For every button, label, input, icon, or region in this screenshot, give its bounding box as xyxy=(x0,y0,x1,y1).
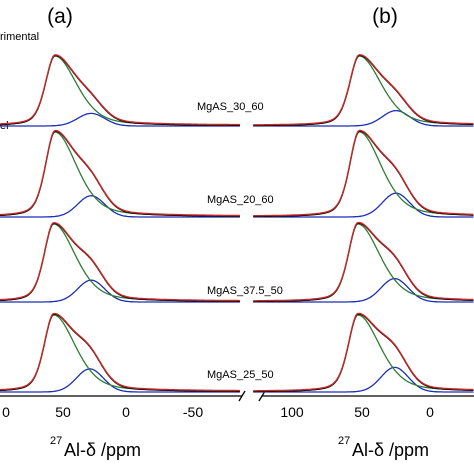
experimental-line-a-2 xyxy=(0,130,240,217)
experimental-line-b-3 xyxy=(253,222,474,303)
tick-label-b-100: 100 xyxy=(280,404,304,420)
sample-label-mgas-20-60: MgAS_20_60 xyxy=(207,194,274,206)
component2-line-a-3 xyxy=(0,279,240,303)
model-line-b-1 xyxy=(253,54,474,126)
tick-label-a-zero: 0 xyxy=(122,404,130,420)
axis-break-marks xyxy=(238,390,266,402)
component1-line-b-1 xyxy=(253,55,474,127)
tick-label-b-0: 0 xyxy=(426,404,434,420)
experimental-line-a-3 xyxy=(0,223,240,302)
component2-line-b-2 xyxy=(253,192,474,218)
axis-break-mark-right xyxy=(258,390,266,402)
model-line-a-2 xyxy=(0,129,240,217)
experimental-line-a-1 xyxy=(0,55,240,126)
panel-b-label: (b) xyxy=(372,5,398,28)
component2-line-a-1 xyxy=(0,112,240,127)
model-line-a-3 xyxy=(0,222,240,302)
component1-line-a-2 xyxy=(0,131,240,217)
experimental-line-b-4 xyxy=(253,313,474,393)
model-line-a-4 xyxy=(0,312,240,392)
component1-line-a-3 xyxy=(0,223,240,303)
x-axis-title-b: 27 Al-δ /ppm xyxy=(338,435,429,460)
component2-line-a-2 xyxy=(0,195,240,218)
x-axis-title-a-main: Al-δ /ppm xyxy=(64,440,141,460)
component2-line-b-1 xyxy=(253,109,474,127)
x-axis-title-a: 27 Al-δ /ppm xyxy=(50,435,141,460)
component2-line-a-4 xyxy=(0,368,240,393)
component1-line-b-2 xyxy=(253,131,474,218)
x-axis-title-b-main: Al-δ /ppm xyxy=(352,440,429,460)
component1-line-b-3 xyxy=(253,223,474,303)
experimental-line-b-1 xyxy=(253,55,474,127)
component2-line-b-3 xyxy=(253,277,474,303)
spectra-group xyxy=(0,54,474,393)
model-line-a-1 xyxy=(0,54,240,126)
component1-line-b-4 xyxy=(253,314,474,393)
panel-a-label: (a) xyxy=(47,5,73,28)
model-line-b-2 xyxy=(253,129,474,217)
axis-break-mark-left xyxy=(238,390,246,402)
experimental-line-b-2 xyxy=(253,130,474,218)
tick-label-a-minus50: -50 xyxy=(183,404,203,420)
tick-label-a-50: 50 xyxy=(55,404,71,420)
sample-label-mgas-25-50: MgAS_25_50 xyxy=(207,369,274,381)
tick-label-a-0: 0 xyxy=(2,404,10,420)
component2-line-b-4 xyxy=(253,366,474,393)
component1-line-a-4 xyxy=(0,314,240,393)
model-line-b-3 xyxy=(253,221,474,302)
legend-experimental-label: rimental xyxy=(0,31,39,43)
x-axis-title-b-sup: 27 xyxy=(338,435,350,447)
x-axis-title-a-sup: 27 xyxy=(50,435,62,447)
model-line-b-4 xyxy=(253,312,474,392)
sample-label-mgas-30-60: MgAS_30_60 xyxy=(197,101,264,113)
sample-label-mgas-37-5-50: MgAS_37.5_50 xyxy=(207,285,283,297)
experimental-line-a-4 xyxy=(0,313,240,392)
component1-line-a-1 xyxy=(0,55,240,127)
tick-label-b-50: 50 xyxy=(354,404,370,420)
